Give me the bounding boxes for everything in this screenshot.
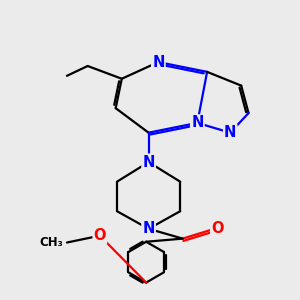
Text: N: N [142,221,155,236]
Text: N: N [224,125,236,140]
Text: N: N [191,116,203,130]
Text: N: N [152,55,164,70]
Text: N: N [142,154,155,169]
Text: CH₃: CH₃ [40,236,63,249]
Text: O: O [211,221,224,236]
Text: O: O [94,228,106,243]
